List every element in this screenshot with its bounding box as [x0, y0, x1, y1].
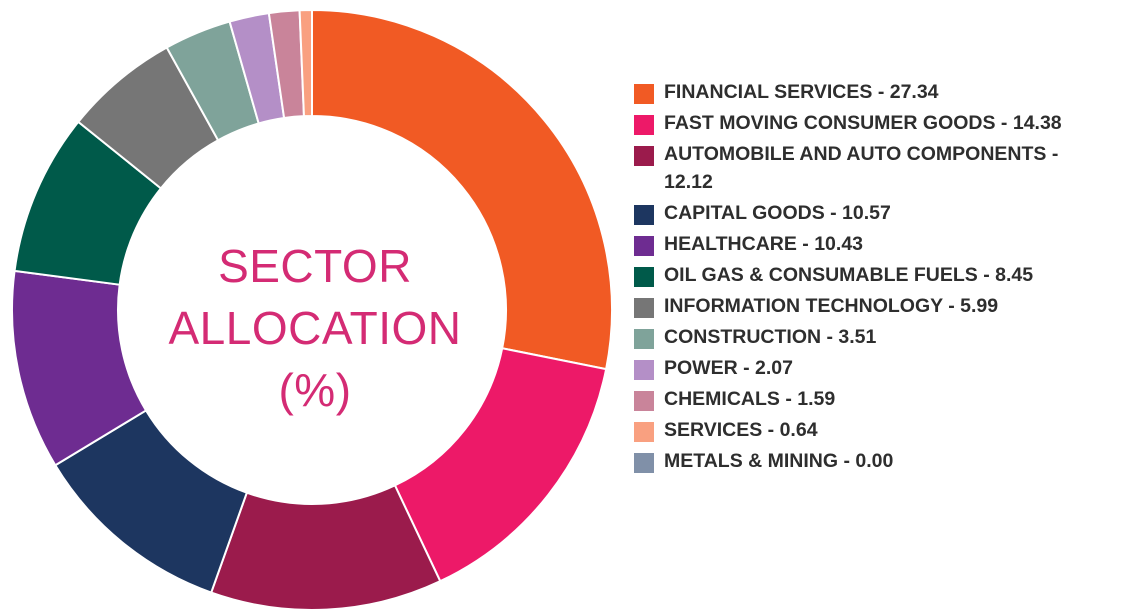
legend-item: METALS & MINING - 0.00: [634, 450, 1114, 475]
legend-label: INFORMATION TECHNOLOGY - 5.99: [664, 295, 999, 317]
legend-swatch: [634, 422, 654, 442]
chart-center-title: SECTOR ALLOCATION (%): [150, 235, 480, 421]
legend-swatch: [634, 360, 654, 380]
legend-swatch: [634, 329, 654, 349]
legend-item: CAPITAL GOODS - 10.57: [634, 202, 1114, 227]
legend-label: POWER - 2.07: [664, 357, 793, 379]
center-title-line-3: (%): [278, 364, 352, 416]
donut-chart: [11, 8, 613, 611]
center-title-line-2: ALLOCATION: [168, 302, 462, 354]
legend-label: CHEMICALS - 1.59: [664, 388, 836, 410]
legend-swatch: [634, 205, 654, 225]
legend-label: FINANCIAL SERVICES - 27.34: [664, 81, 939, 103]
legend-item: FINANCIAL SERVICES - 27.34: [634, 81, 1114, 106]
legend-swatch: [634, 391, 654, 411]
legend-swatch: [634, 115, 654, 135]
legend-item: POWER - 2.07: [634, 357, 1114, 382]
legend-item: FAST MOVING CONSUMER GOODS - 14.38: [634, 112, 1114, 137]
chart-legend: FINANCIAL SERVICES - 27.34 FAST MOVING CO…: [634, 81, 1114, 482]
center-title-line-1: SECTOR: [218, 240, 412, 292]
legend-label: CAPITAL GOODS - 10.57: [664, 202, 891, 224]
legend-label: HEALTHCARE - 10.43: [664, 233, 864, 255]
donut-slice-1: [311, 8, 613, 371]
donut-slice-11: [298, 8, 313, 118]
legend-item: HEALTHCARE - 10.43: [634, 233, 1114, 258]
legend-label: METALS & MINING - 0.00: [664, 450, 894, 472]
legend-swatch: [634, 453, 654, 473]
legend-label: OIL GAS & CONSUMABLE FUELS - 8.45: [664, 264, 1034, 286]
legend-item: CONSTRUCTION - 3.51: [634, 326, 1114, 351]
legend-item: CHEMICALS - 1.59: [634, 388, 1114, 413]
legend-label: FAST MOVING CONSUMER GOODS - 14.38: [664, 112, 1062, 134]
legend-label: AUTOMOBILE AND AUTO COMPONENTS - 12.12: [664, 143, 1059, 193]
legend-item: SERVICES - 0.64: [634, 419, 1114, 444]
legend-item: OIL GAS & CONSUMABLE FUELS - 8.45: [634, 264, 1114, 289]
legend-label: CONSTRUCTION - 3.51: [664, 326, 877, 348]
legend-swatch: [634, 298, 654, 318]
legend-swatch: [634, 267, 654, 287]
legend-swatch: [634, 84, 654, 104]
legend-swatch: [634, 236, 654, 256]
legend-item: AUTOMOBILE AND AUTO COMPONENTS - 12.12: [634, 143, 1114, 196]
legend-label: SERVICES - 0.64: [664, 419, 818, 441]
legend-swatch: [634, 146, 654, 166]
legend-item: INFORMATION TECHNOLOGY - 5.99: [634, 295, 1114, 320]
